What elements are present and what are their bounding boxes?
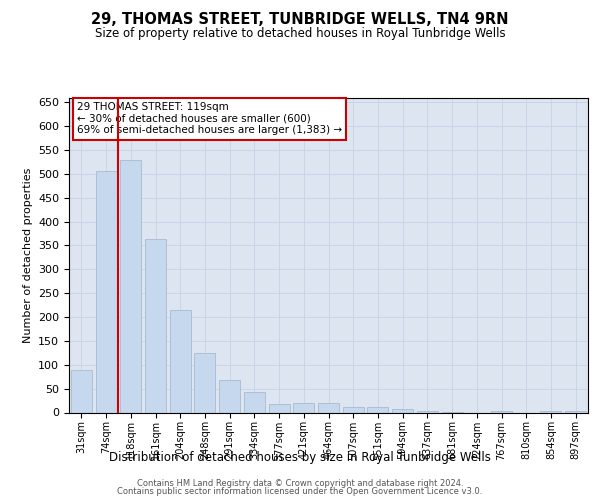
Bar [565,411,586,412]
Bar [71,370,92,412]
Bar [367,407,388,412]
Text: 29 THOMAS STREET: 119sqm
← 30% of detached houses are smaller (600)
69% of semi-: 29 THOMAS STREET: 119sqm ← 30% of detach… [77,102,342,136]
Text: Size of property relative to detached houses in Royal Tunbridge Wells: Size of property relative to detached ho… [95,28,505,40]
Bar [269,404,290,412]
Bar [293,403,314,412]
Bar [120,160,141,412]
Text: Distribution of detached houses by size in Royal Tunbridge Wells: Distribution of detached houses by size … [109,451,491,464]
Bar [145,240,166,412]
Text: Contains public sector information licensed under the Open Government Licence v3: Contains public sector information licen… [118,487,482,496]
Bar [491,410,512,412]
Bar [392,409,413,412]
Bar [343,407,364,412]
Text: 29, THOMAS STREET, TUNBRIDGE WELLS, TN4 9RN: 29, THOMAS STREET, TUNBRIDGE WELLS, TN4 … [91,12,509,28]
Bar [541,411,562,412]
Bar [170,310,191,412]
Bar [194,353,215,412]
Bar [318,403,339,412]
Text: Contains HM Land Registry data © Crown copyright and database right 2024.: Contains HM Land Registry data © Crown c… [137,478,463,488]
Bar [219,380,240,412]
Bar [244,392,265,412]
Bar [95,170,116,412]
Y-axis label: Number of detached properties: Number of detached properties [23,168,32,342]
Bar [417,410,438,412]
